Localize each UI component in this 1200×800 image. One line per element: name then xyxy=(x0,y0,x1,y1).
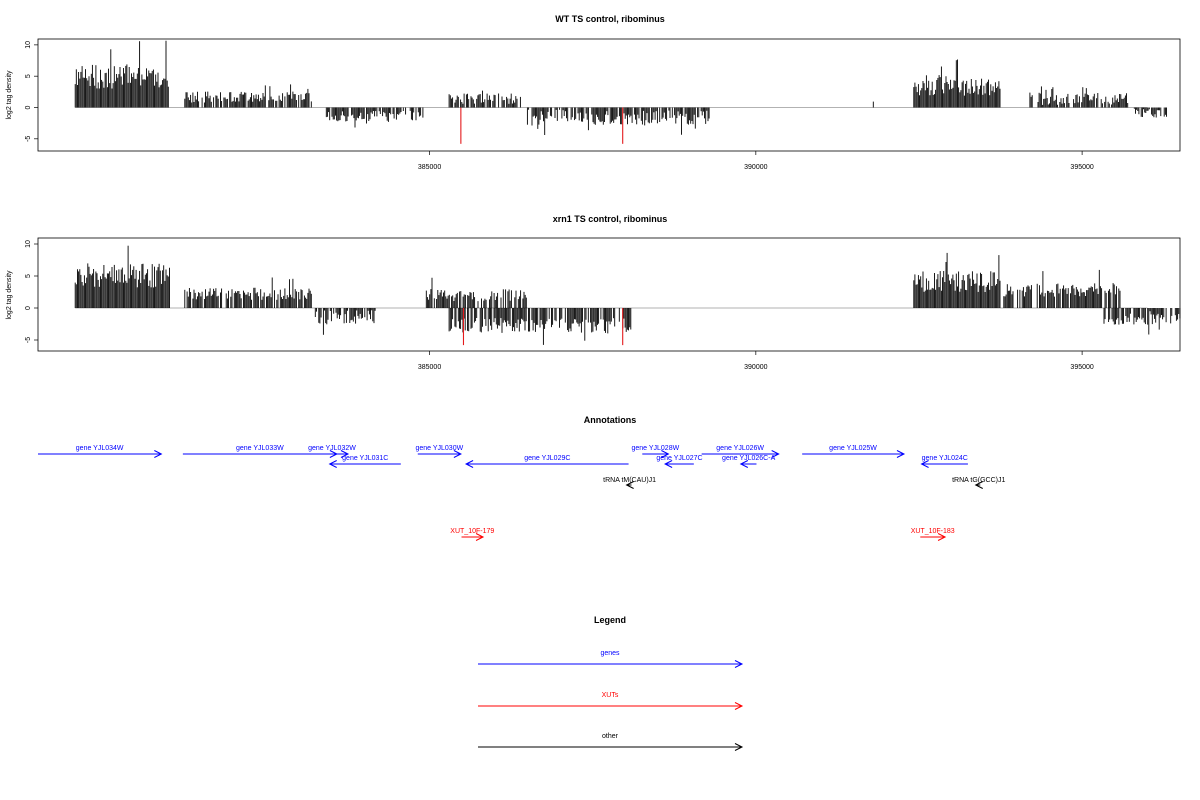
gene-feature: gene YJL028W xyxy=(631,445,680,458)
legend-label: XUTs xyxy=(602,692,619,699)
gene-feature-head xyxy=(340,450,350,458)
gene-label: gene YJL024C xyxy=(922,455,968,462)
gene-label: gene YJL033W xyxy=(236,445,284,452)
annotation-features: gene YJL034W gene YJL033W gene YJL032W gene… xyxy=(38,445,1005,541)
xut-label: XUT_10F-179 xyxy=(450,528,494,535)
xrn1-track-panel: xrn1 TS control, ribominus log2 tag dens… xyxy=(6,214,1181,371)
y-tick-label: 10 xyxy=(25,240,32,248)
gene-label: gene YJL029C xyxy=(524,455,570,462)
axis-ticks: 10 5 0 -5 385000 390000 395000 xyxy=(25,240,1094,371)
gene-label: gene YJL030W xyxy=(415,445,463,452)
gene-feature-head xyxy=(453,450,462,458)
other-feature: tRNA tM(CAU)J1 xyxy=(603,477,656,489)
y-axis-label: log2 tag density xyxy=(6,70,13,120)
tag-density-bars xyxy=(74,40,1167,144)
gene-label: gene YJL031C xyxy=(342,455,388,462)
y-tick-label: 0 xyxy=(25,105,32,109)
gene-feature: gene YJL025W xyxy=(802,445,906,458)
gene-label: gene YJL026W xyxy=(716,445,764,452)
xut-label: XUT_10F-183 xyxy=(911,528,955,535)
gene-feature: gene YJL027C xyxy=(656,455,703,468)
legend-label: other xyxy=(602,733,619,740)
panel-title: xrn1 TS control, ribominus xyxy=(553,214,668,224)
gene-feature-head xyxy=(771,450,780,458)
x-tick-label: 395000 xyxy=(1070,364,1093,371)
other-label: tRNA tM(CAU)J1 xyxy=(603,477,656,484)
plot-frame xyxy=(37,237,1181,352)
legend-arrowhead xyxy=(734,660,744,668)
gene-feature: gene YJL026C-A xyxy=(722,455,776,468)
legend-arrowhead xyxy=(734,702,744,710)
y-tick-label: -5 xyxy=(25,337,32,343)
gene-label: gene YJL025W xyxy=(829,445,877,452)
gene-feature: gene YJL030W xyxy=(415,445,464,458)
x-tick-label: 385000 xyxy=(418,364,441,371)
y-tick-label: 5 xyxy=(25,74,32,78)
x-tick-label: 385000 xyxy=(418,164,441,171)
gene-label: gene YJL026C-A xyxy=(722,455,776,462)
gene-label: gene YJL027C xyxy=(656,455,702,462)
legend-items: genes XUTs other xyxy=(478,650,744,751)
gene-feature-head xyxy=(661,450,670,458)
gene-feature-head xyxy=(664,460,673,468)
gene-label: gene YJL034W xyxy=(76,445,124,452)
xut-feature-head xyxy=(475,533,485,541)
legend-arrowhead xyxy=(734,743,744,751)
wt-track-panel: WT TS control, ribominus log2 tag densit… xyxy=(6,14,1181,171)
other-feature-head xyxy=(974,481,983,489)
legend: Legend genes XUTs other xyxy=(478,615,744,751)
legend-title: Legend xyxy=(594,615,626,625)
y-tick-label: 0 xyxy=(25,306,32,310)
gene-feature: gene YJL026W xyxy=(701,445,780,458)
gene-feature: gene YJL032W xyxy=(308,445,356,458)
y-tick-label: -5 xyxy=(25,136,32,142)
legend-item: genes xyxy=(478,650,744,668)
other-label: tRNA tG(GCC)J1 xyxy=(952,477,1005,484)
gene-label: gene YJL028W xyxy=(631,445,679,452)
x-tick-label: 390000 xyxy=(744,164,767,171)
x-tick-label: 390000 xyxy=(744,364,767,371)
gene-feature: gene YJL024C xyxy=(920,455,968,468)
gene-feature-head xyxy=(896,450,906,458)
gene-label: gene YJL032W xyxy=(308,445,356,452)
gene-feature-head xyxy=(154,450,163,458)
legend-item: XUTs xyxy=(478,692,744,710)
gene-feature-head xyxy=(739,460,749,468)
gene-feature-head xyxy=(464,460,474,468)
legend-item: other xyxy=(478,733,744,751)
legend-label: genes xyxy=(600,650,620,657)
axis-ticks: 10 5 0 -5 385000 390000 395000 xyxy=(25,41,1094,171)
y-axis-label: log2 tag density xyxy=(6,270,13,320)
x-tick-label: 395000 xyxy=(1070,164,1093,171)
y-tick-label: 5 xyxy=(25,274,32,278)
panel-title: WT TS control, ribominus xyxy=(555,14,665,24)
gene-feature: gene YJL029C xyxy=(464,455,629,468)
gene-feature: gene YJL034W xyxy=(38,445,163,458)
annotations-title: Annotations xyxy=(584,415,637,425)
xut-feature: XUT_10F-179 xyxy=(450,528,494,541)
tag-density-bars xyxy=(74,245,1181,346)
xut-feature-head xyxy=(937,533,947,541)
annotations-panel: Annotations gene YJL034W gene YJL033W gene… xyxy=(38,415,1005,541)
gene-feature: gene YJL031C xyxy=(328,455,401,468)
gene-feature-head xyxy=(920,460,929,468)
other-feature: tRNA tG(GCC)J1 xyxy=(952,477,1005,489)
other-feature-head xyxy=(625,481,634,489)
xut-feature: XUT_10F-183 xyxy=(911,528,955,541)
gene-feature-head xyxy=(328,460,337,468)
y-tick-label: 10 xyxy=(25,41,32,49)
plot-frame xyxy=(37,38,1181,152)
